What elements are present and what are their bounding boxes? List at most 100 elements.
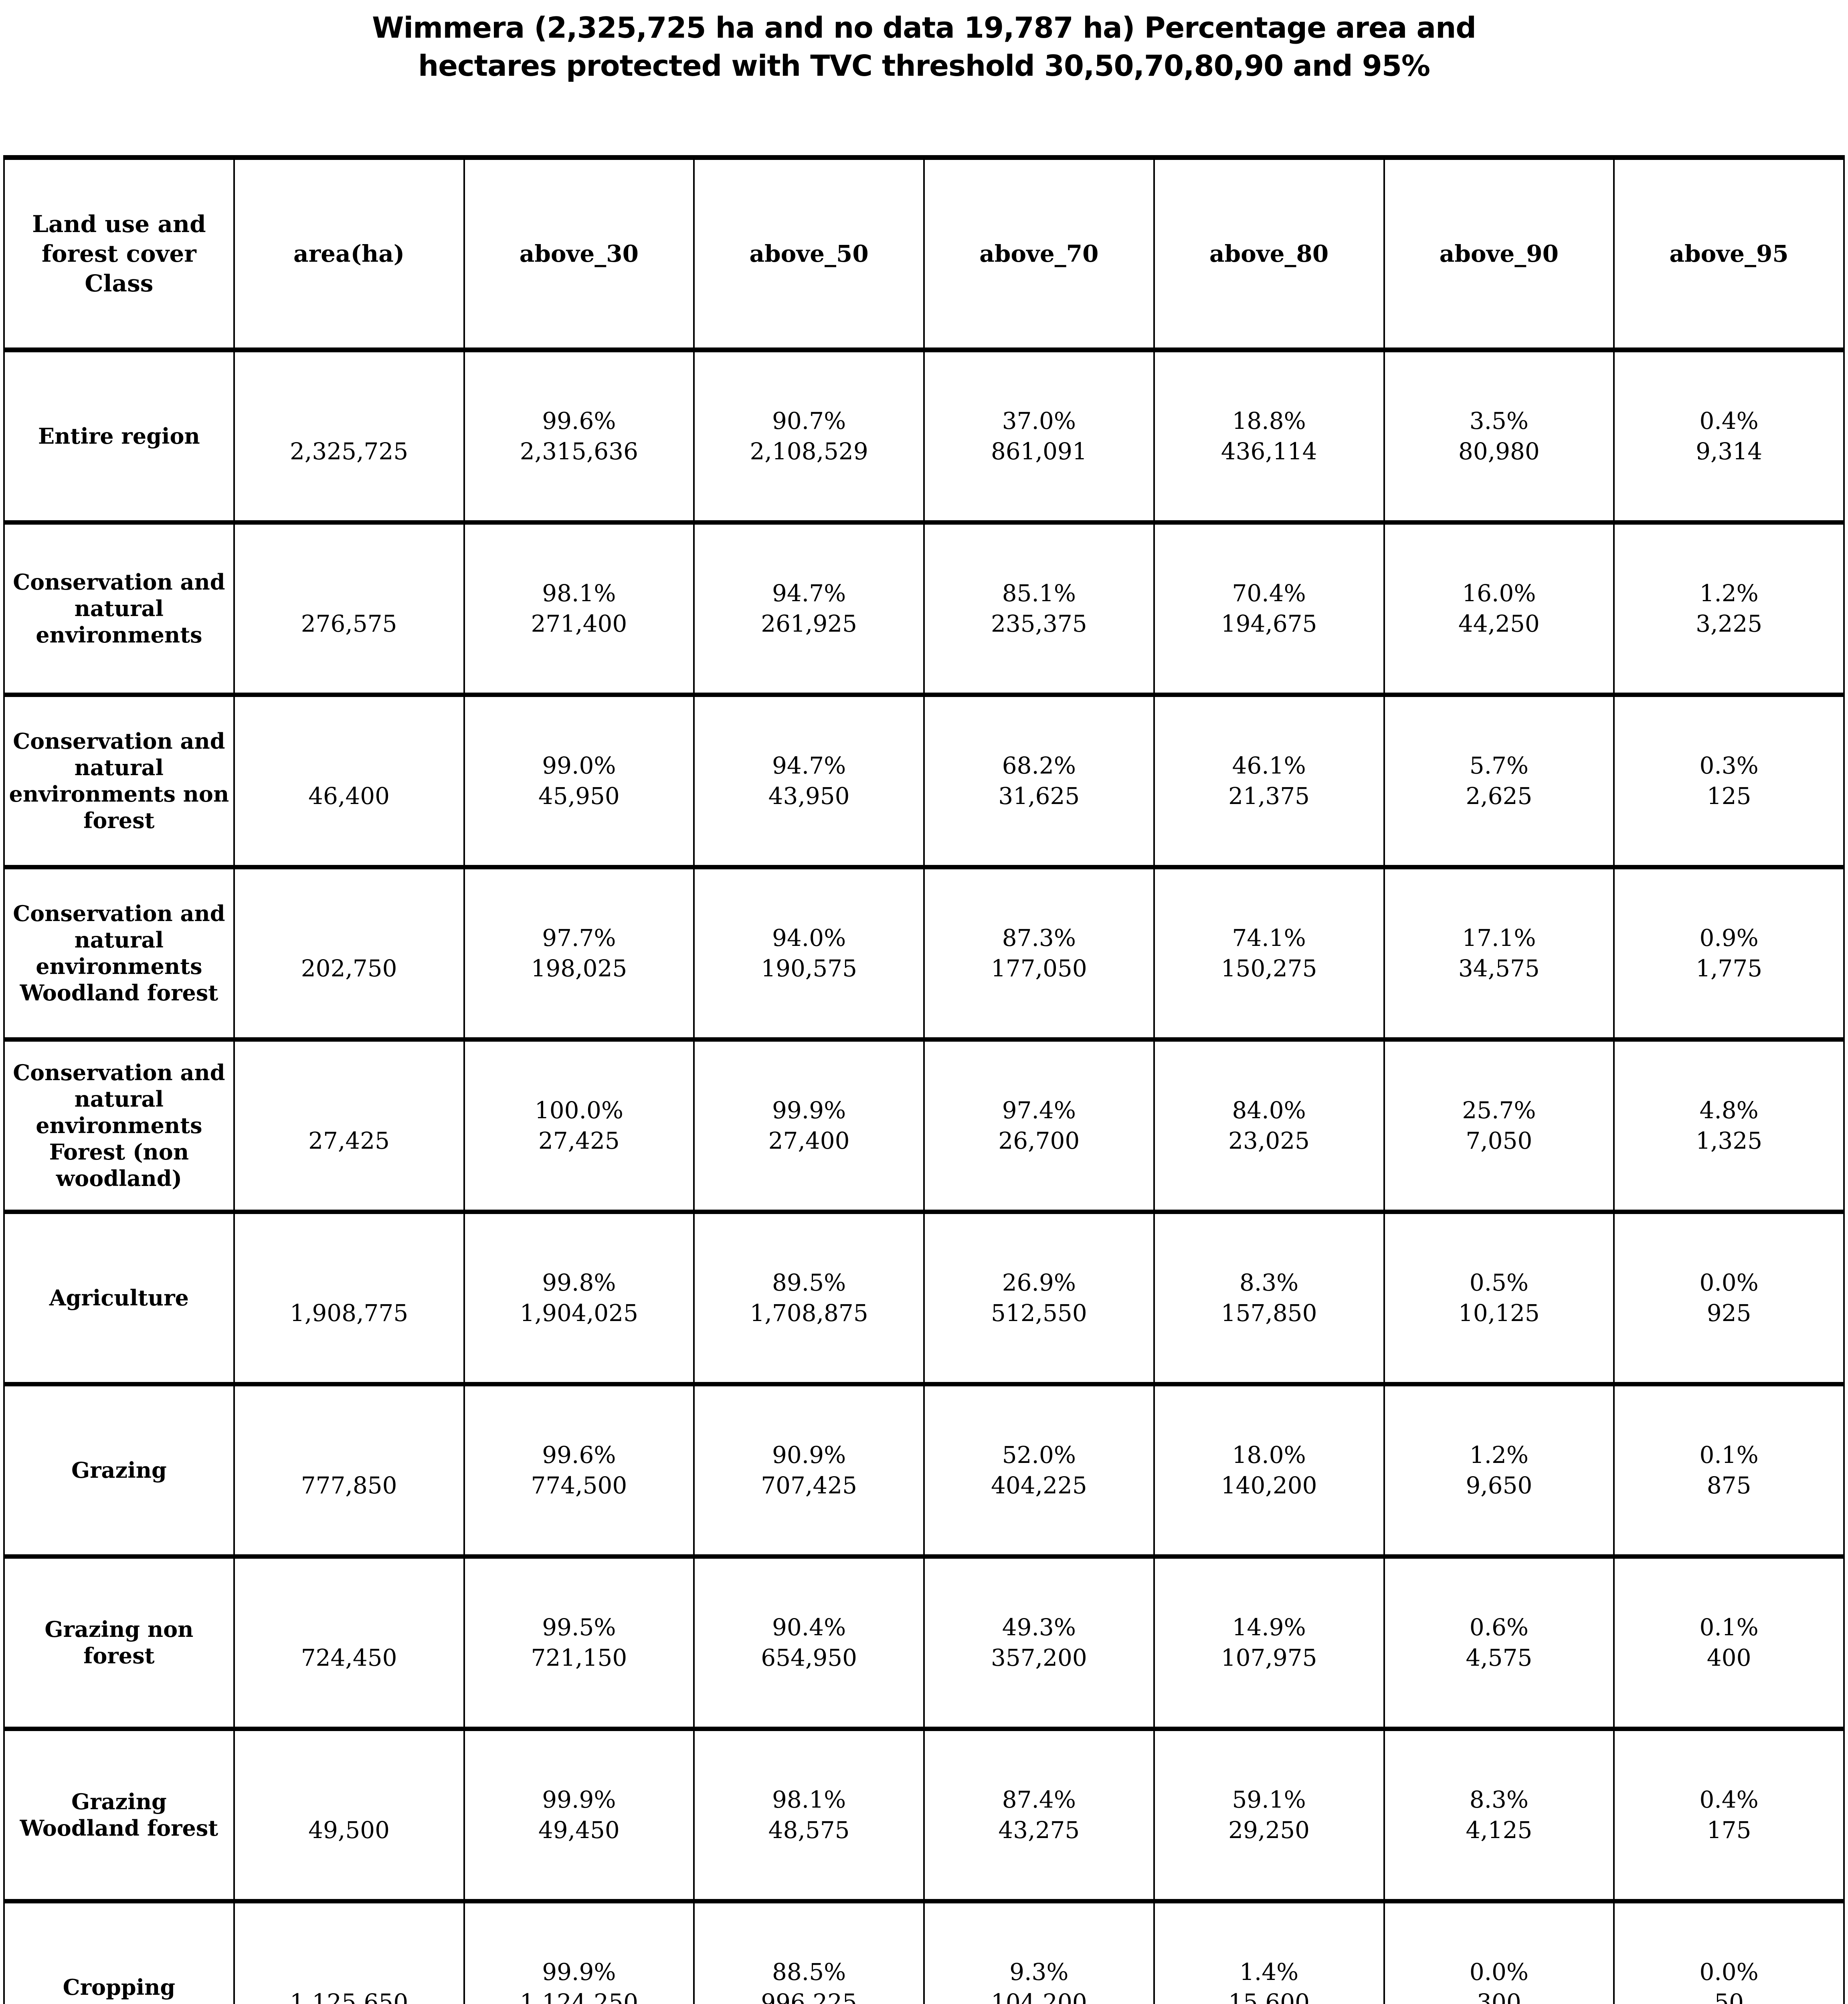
column-header: above_90 [1383, 158, 1614, 350]
value-cell: 99.6% 2,315,636 [463, 350, 694, 522]
area-cell: 46,400 [233, 695, 464, 867]
value-cell: 100.0% 27,425 [463, 1039, 694, 1212]
column-header: above_95 [1613, 158, 1844, 350]
value-cell: 0.0% 925 [1613, 1212, 1844, 1384]
table-row: Entire region 2,325,725 99.6% 2,315,636 90.… [4, 350, 1844, 522]
value-cell: 1.4% 15,600 [1153, 1901, 1384, 2004]
value-cell: 99.9% 49,450 [463, 1729, 694, 1901]
value-cell: 70.4% 194,675 [1153, 522, 1384, 695]
value-cell: 85.1% 235,375 [923, 522, 1154, 695]
value-cell: 25.7% 7,050 [1383, 1039, 1614, 1212]
column-header: above_50 [693, 158, 924, 350]
value-cell: 84.0% 23,025 [1153, 1039, 1384, 1212]
value-cell: 97.7% 198,025 [463, 867, 694, 1039]
value-cell: 52.0% 404,225 [923, 1384, 1154, 1556]
value-cell: 46.1% 21,375 [1153, 695, 1384, 867]
area-cell: 1,125,650 [233, 1901, 464, 2004]
value-cell: 98.1% 271,400 [463, 522, 694, 695]
value-cell: 0.4% 9,314 [1613, 350, 1844, 522]
value-cell: 37.0% 861,091 [923, 350, 1154, 522]
value-cell: 0.0% 300 [1383, 1901, 1614, 2004]
column-header: above_70 [923, 158, 1154, 350]
table-row: Conservation and natural environments no… [4, 695, 1844, 867]
value-cell: 94.7% 43,950 [693, 695, 924, 867]
land-use-table: Land use and forest cover Class area(ha) a… [3, 155, 1845, 2004]
table-row: Grazing non forest 724,450 99.5% 721,150 90… [4, 1556, 1844, 1729]
table-row: Cropping 1,125,650 99.9% 1,124,250 88.5% 996… [4, 1901, 1844, 2004]
value-cell: 0.3% 125 [1613, 695, 1844, 867]
value-cell: 18.8% 436,114 [1153, 350, 1384, 522]
value-cell: 4.8% 1,325 [1613, 1039, 1844, 1212]
row-label: Cropping [63, 1974, 176, 2000]
table-row: Conservation and natural environments Wo… [4, 867, 1844, 1039]
value-cell: 0.1% 400 [1613, 1556, 1844, 1729]
table-row: Grazing 777,850 99.6% 774,500 90.9% 707,425 5… [4, 1384, 1844, 1556]
row-label: Conservation and natural environments no… [9, 728, 229, 833]
value-cell: 17.1% 34,575 [1383, 867, 1614, 1039]
table-header: Land use and forest cover Class area(ha) a… [4, 158, 1844, 350]
row-label: Grazing non forest [44, 1616, 194, 1669]
value-cell: 99.9% 1,124,250 [463, 1901, 694, 2004]
column-header: above_30 [463, 158, 694, 350]
value-cell: 59.1% 29,250 [1153, 1729, 1384, 1901]
table-row: Conservation and natural environments 27… [4, 522, 1844, 695]
value-cell: 3.5% 80,980 [1383, 350, 1614, 522]
value-cell: 1.2% 9,650 [1383, 1384, 1614, 1556]
value-cell: 9.3% 104,200 [923, 1901, 1154, 2004]
value-cell: 94.0% 190,575 [693, 867, 924, 1039]
value-cell: 99.6% 774,500 [463, 1384, 694, 1556]
value-cell: 68.2% 31,625 [923, 695, 1154, 867]
value-cell: 90.7% 2,108,529 [693, 350, 924, 522]
table-row: Grazing Woodland forest 49,500 99.9% 49,45… [4, 1729, 1844, 1901]
row-label: Conservation and natural environments Wo… [13, 901, 225, 1006]
value-cell: 14.9% 107,975 [1153, 1556, 1384, 1729]
value-cell: 18.0% 140,200 [1153, 1384, 1384, 1556]
page-title-line-2: hectares protected with TVC threshold 30… [418, 49, 1430, 83]
value-cell: 99.9% 27,400 [693, 1039, 924, 1212]
column-header: above_80 [1153, 158, 1384, 350]
value-cell: 97.4% 26,700 [923, 1039, 1154, 1212]
area-cell: 202,750 [233, 867, 464, 1039]
row-label: Conservation and natural environments [13, 569, 225, 648]
area-cell: 49,500 [233, 1729, 464, 1901]
table-row: Conservation and natural environments Fo… [4, 1039, 1844, 1212]
row-label: Entire region [38, 423, 200, 449]
value-cell: 88.5% 996,225 [693, 1901, 924, 2004]
value-cell: 8.3% 4,125 [1383, 1729, 1614, 1901]
value-cell: 5.7% 2,625 [1383, 695, 1614, 867]
value-cell: 87.3% 177,050 [923, 867, 1154, 1039]
value-cell: 0.4% 175 [1613, 1729, 1844, 1901]
row-label: Conservation and natural environments Fo… [13, 1060, 225, 1191]
value-cell: 99.0% 45,950 [463, 695, 694, 867]
area-cell: 1,908,775 [233, 1212, 464, 1384]
column-header: area(ha) [233, 158, 464, 350]
value-cell: 99.5% 721,150 [463, 1556, 694, 1729]
value-cell: 1.2% 3,225 [1613, 522, 1844, 695]
header-row: Land use and forest cover Class area(ha) a… [4, 158, 1844, 350]
value-cell: 90.4% 654,950 [693, 1556, 924, 1729]
row-label: Agriculture [49, 1285, 189, 1311]
value-cell: 26.9% 512,550 [923, 1212, 1154, 1384]
value-cell: 49.3% 357,200 [923, 1556, 1154, 1729]
area-cell: 724,450 [233, 1556, 464, 1729]
area-cell: 777,850 [233, 1384, 464, 1556]
row-label: Grazing Woodland forest [20, 1789, 218, 1841]
table-body: Entire region 2,325,725 99.6% 2,315,636 90.… [4, 350, 1844, 2004]
area-cell: 2,325,725 [233, 350, 464, 522]
value-cell: 0.1% 875 [1613, 1384, 1844, 1556]
value-cell: 0.6% 4,575 [1383, 1556, 1614, 1729]
value-cell: 0.5% 10,125 [1383, 1212, 1614, 1384]
column-header: Land use and forest cover Class [32, 210, 206, 297]
page-title: Wimmera (2,325,725 ha and no data 19,787… [0, 0, 1848, 85]
value-cell: 87.4% 43,275 [923, 1729, 1154, 1901]
value-cell: 0.9% 1,775 [1613, 867, 1844, 1039]
value-cell: 99.8% 1,904,025 [463, 1212, 694, 1384]
value-cell: 98.1% 48,575 [693, 1729, 924, 1901]
area-cell: 276,575 [233, 522, 464, 695]
page-title-line-1: Wimmera (2,325,725 ha and no data 19,787… [372, 11, 1476, 44]
value-cell: 90.9% 707,425 [693, 1384, 924, 1556]
table-row: Agriculture 1,908,775 99.8% 1,904,025 89.5%… [4, 1212, 1844, 1384]
value-cell: 8.3% 157,850 [1153, 1212, 1384, 1384]
area-cell: 27,425 [233, 1039, 464, 1212]
